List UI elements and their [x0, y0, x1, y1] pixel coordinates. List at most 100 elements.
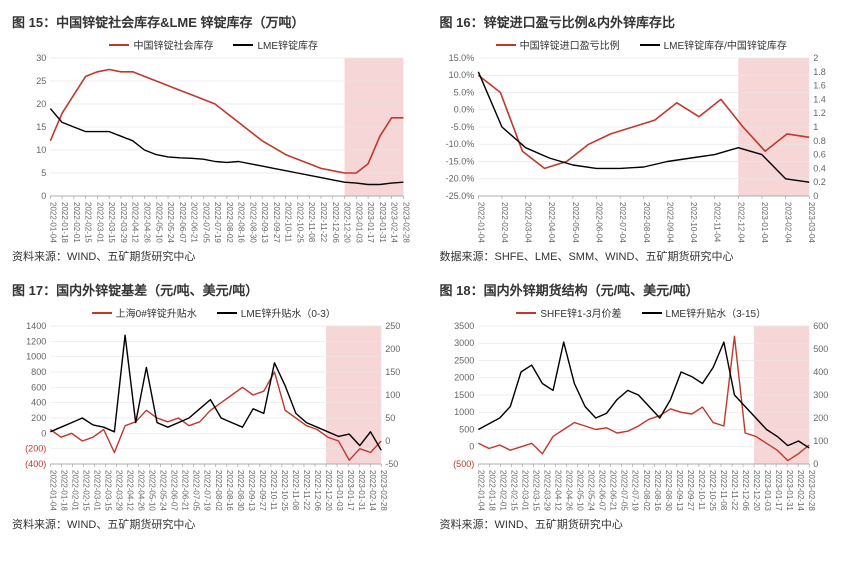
svg-text:2022-04-12: 2022-04-12 — [131, 202, 140, 243]
svg-text:-20.0%: -20.0% — [445, 174, 474, 184]
svg-text:(500): (500) — [453, 459, 474, 469]
svg-text:250: 250 — [385, 322, 400, 331]
svg-text:-25.0%: -25.0% — [445, 191, 474, 201]
chart-wrap: -25.0%-20.0%-15.0%-10.0%-5.0%0.0%5.0%10.… — [440, 54, 844, 244]
legend-label: 中国锌锭进口盈亏比例 — [520, 37, 620, 52]
svg-text:-50: -50 — [385, 459, 398, 469]
svg-text:2022-08-16: 2022-08-16 — [225, 470, 234, 511]
svg-text:0: 0 — [813, 459, 818, 469]
svg-text:2022-12-20: 2022-12-20 — [343, 202, 352, 243]
legend-label: 中国锌锭社会库存 — [133, 37, 213, 52]
svg-text:2022-09-04: 2022-09-04 — [665, 202, 674, 243]
svg-text:15.0%: 15.0% — [448, 54, 474, 63]
chart-title: 图 18：国内外锌期货结构（元/吨、美元/吨） — [440, 280, 844, 299]
svg-text:2022-04-12: 2022-04-12 — [553, 470, 562, 511]
svg-text:300: 300 — [813, 390, 828, 400]
svg-text:2022-04-04: 2022-04-04 — [547, 202, 556, 243]
chart-title: 图 16：锌锭进口盈亏比例&内外锌库存比 — [440, 12, 844, 31]
swatch-icon — [233, 44, 253, 46]
svg-text:2022-02-15: 2022-02-15 — [84, 202, 93, 243]
svg-text:100: 100 — [385, 390, 400, 400]
svg-text:2022-05-24: 2022-05-24 — [586, 470, 595, 511]
svg-text:5: 5 — [41, 168, 46, 178]
svg-text:-5.0%: -5.0% — [450, 122, 474, 132]
svg-text:0.4: 0.4 — [813, 163, 826, 173]
svg-text:2022-09-13: 2022-09-13 — [260, 202, 269, 243]
legend-label: 上海0#锌锭升贴水 — [116, 305, 197, 320]
legend-item: 中国锌锭进口盈亏比例 — [496, 37, 620, 52]
svg-text:2000: 2000 — [454, 373, 474, 383]
svg-text:2022-02-15: 2022-02-15 — [509, 470, 518, 511]
svg-text:500: 500 — [459, 425, 474, 435]
svg-text:2022-06-07: 2022-06-07 — [178, 202, 187, 243]
svg-text:2022-03-29: 2022-03-29 — [542, 470, 551, 511]
svg-text:2022-03-15: 2022-03-15 — [103, 470, 112, 511]
svg-text:1500: 1500 — [454, 390, 474, 400]
svg-text:2022-03-29: 2022-03-29 — [114, 470, 123, 511]
svg-text:2022-11-08: 2022-11-08 — [291, 470, 300, 511]
svg-text:2022-01-18: 2022-01-18 — [60, 202, 69, 243]
svg-text:10: 10 — [36, 145, 46, 155]
svg-text:2022-12-06: 2022-12-06 — [313, 470, 322, 511]
legend: 中国锌锭进口盈亏比例 LME锌锭库存/中国锌锭库存 — [440, 37, 844, 52]
swatch-icon — [642, 312, 662, 314]
svg-text:2022-03-15: 2022-03-15 — [107, 202, 116, 243]
legend-label: LME锌锭库存/中国锌锭库存 — [664, 37, 787, 52]
svg-text:2022-04-26: 2022-04-26 — [564, 470, 573, 511]
chart-title: 图 17：国内外锌锭基差（元/吨、美元/吨） — [12, 280, 416, 299]
svg-text:20: 20 — [36, 99, 46, 109]
legend-label: LME锌锭库存 — [257, 37, 318, 52]
svg-text:600: 600 — [31, 382, 46, 392]
svg-text:2022-07-05: 2022-07-05 — [192, 470, 201, 511]
svg-text:-10.0%: -10.0% — [445, 139, 474, 149]
svg-text:2022-11-04: 2022-11-04 — [712, 202, 721, 243]
svg-text:2022-05-10: 2022-05-10 — [148, 470, 157, 511]
svg-text:2022-11-08: 2022-11-08 — [307, 202, 316, 243]
svg-text:2022-12-06: 2022-12-06 — [331, 202, 340, 243]
svg-text:2500: 2500 — [454, 356, 474, 366]
chart-wrap: (400)(200)0200400600800100012001400-5005… — [12, 322, 416, 512]
svg-text:2022-03-01: 2022-03-01 — [520, 470, 529, 511]
legend-item: LME锌锭库存 — [233, 37, 318, 52]
legend: 上海0#锌锭升贴水 LME锌升贴水（0-3） — [12, 305, 416, 320]
source: 数据来源：SHFE、LME、SMM、WIND、五矿期货研究中心 — [440, 248, 844, 264]
svg-text:2023-03-04: 2023-03-04 — [807, 202, 816, 243]
svg-text:2022-07-19: 2022-07-19 — [213, 202, 222, 243]
swatch-icon — [109, 44, 129, 46]
svg-text:2022-12-20: 2022-12-20 — [324, 470, 333, 511]
svg-text:3500: 3500 — [454, 322, 474, 331]
svg-text:2022-03-29: 2022-03-29 — [119, 202, 128, 243]
svg-text:2023-01-03: 2023-01-03 — [763, 470, 772, 511]
legend-item: 上海0#锌锭升贴水 — [92, 305, 197, 320]
svg-text:2022-08-02: 2022-08-02 — [641, 470, 650, 511]
svg-text:1000: 1000 — [454, 407, 474, 417]
svg-text:500: 500 — [813, 344, 828, 354]
svg-text:30: 30 — [36, 54, 46, 63]
chart-grid: 图 15：中国锌锭社会库存&LME 锌锭库存（万吨） 中国锌锭社会库存 LME锌… — [12, 12, 843, 532]
svg-text:2022-02-01: 2022-02-01 — [72, 202, 81, 243]
svg-text:2022-09-27: 2022-09-27 — [258, 470, 267, 511]
chart-wrap: (500)05001000150020002500300035000100200… — [440, 322, 844, 512]
svg-text:2022-09-27: 2022-09-27 — [272, 202, 281, 243]
svg-text:1.6: 1.6 — [813, 81, 826, 91]
svg-text:2023-02-28: 2023-02-28 — [401, 202, 410, 243]
svg-text:2022-03-01: 2022-03-01 — [92, 470, 101, 511]
svg-text:1400: 1400 — [26, 322, 46, 331]
svg-text:2022-01-18: 2022-01-18 — [59, 470, 68, 511]
swatch-icon — [516, 312, 536, 314]
svg-text:1200: 1200 — [26, 336, 46, 346]
svg-text:0.0%: 0.0% — [453, 105, 474, 115]
svg-text:600: 600 — [813, 322, 828, 331]
swatch-icon — [496, 44, 516, 46]
svg-text:(200): (200) — [25, 444, 46, 454]
svg-text:2022-09-27: 2022-09-27 — [685, 470, 694, 511]
svg-text:2022-05-10: 2022-05-10 — [154, 202, 163, 243]
svg-text:2022-06-21: 2022-06-21 — [190, 202, 199, 243]
svg-text:2023-01-17: 2023-01-17 — [774, 470, 783, 511]
svg-text:2023-01-17: 2023-01-17 — [346, 470, 355, 511]
svg-text:25: 25 — [36, 76, 46, 86]
svg-text:2022-10-25: 2022-10-25 — [707, 470, 716, 511]
svg-text:2022-09-13: 2022-09-13 — [674, 470, 683, 511]
svg-text:2022-01-04: 2022-01-04 — [476, 470, 485, 511]
svg-text:2022-11-22: 2022-11-22 — [319, 202, 328, 243]
